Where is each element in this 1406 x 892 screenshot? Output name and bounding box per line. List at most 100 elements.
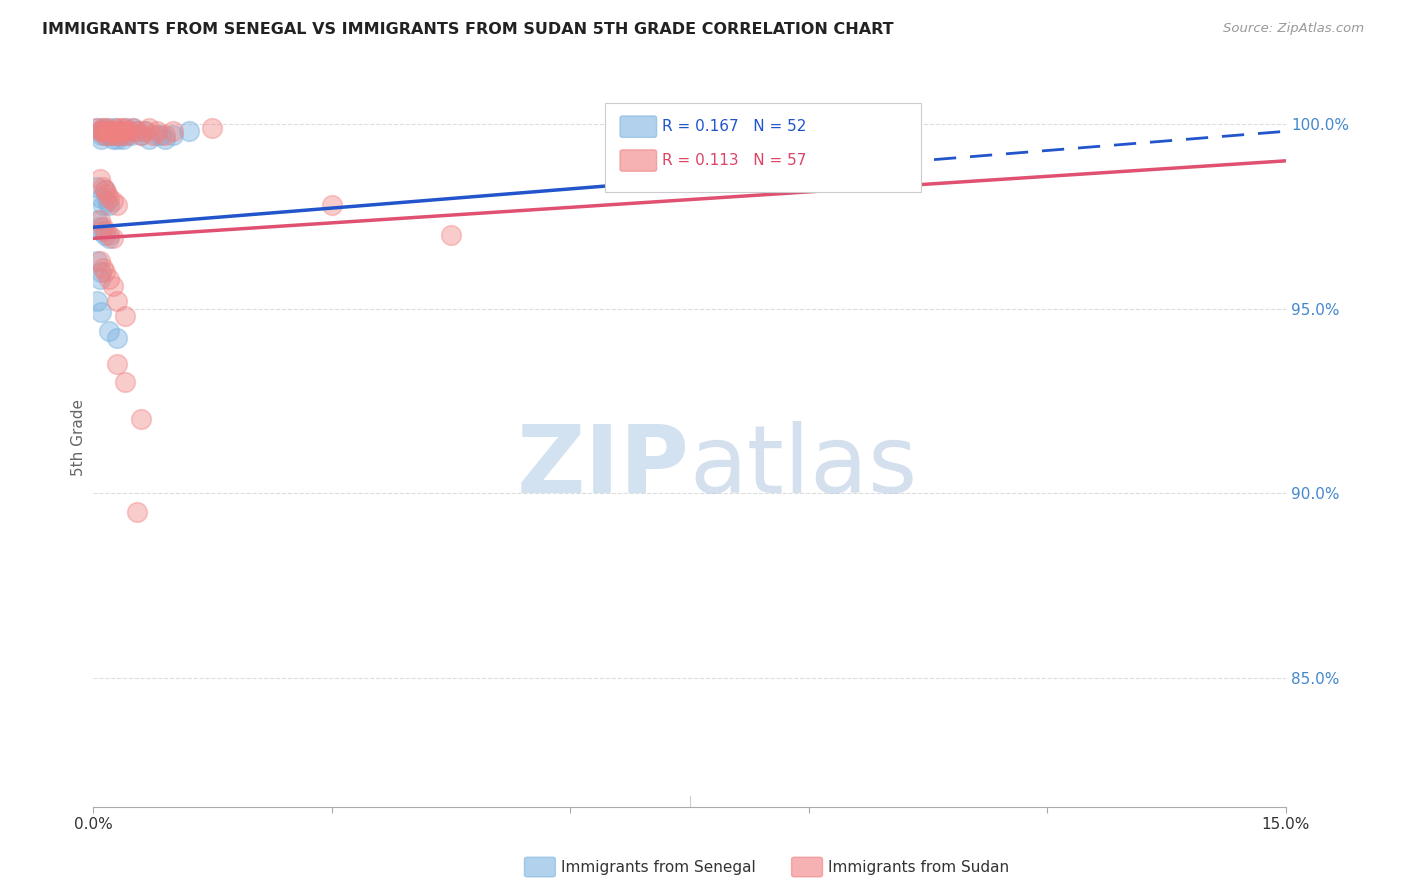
- Point: [138, 120, 160, 135]
- Point: [94, 124, 117, 138]
- Point: [129, 128, 152, 142]
- Point: [98, 272, 121, 286]
- Point: [101, 131, 124, 145]
- Point: [94, 224, 117, 238]
- Point: [149, 128, 172, 142]
- Point: [86, 120, 108, 135]
- Point: [90, 131, 112, 145]
- Point: [105, 128, 128, 142]
- Point: [89, 124, 111, 138]
- Point: [100, 124, 122, 138]
- Point: [142, 128, 165, 142]
- Point: [91, 198, 114, 212]
- Point: [153, 128, 176, 142]
- Point: [105, 124, 128, 138]
- Point: [110, 120, 132, 135]
- Text: Immigrants from Senegal: Immigrants from Senegal: [561, 860, 756, 874]
- Point: [129, 128, 152, 142]
- Point: [91, 260, 114, 275]
- Point: [86, 179, 108, 194]
- Point: [96, 124, 118, 138]
- Point: [112, 131, 135, 145]
- Point: [89, 172, 111, 186]
- Point: [107, 128, 129, 142]
- Point: [94, 128, 117, 142]
- Point: [129, 412, 152, 426]
- Point: [114, 309, 136, 323]
- Point: [101, 124, 124, 138]
- Point: [100, 124, 122, 138]
- Point: [98, 124, 121, 138]
- Point: [114, 120, 136, 135]
- Point: [110, 124, 132, 138]
- Point: [89, 253, 111, 268]
- Point: [118, 124, 141, 138]
- Point: [114, 124, 136, 138]
- Point: [91, 179, 114, 194]
- Point: [125, 124, 148, 138]
- Point: [112, 124, 135, 138]
- Point: [96, 120, 118, 135]
- Y-axis label: 5th Grade: 5th Grade: [72, 400, 86, 476]
- Point: [91, 120, 114, 135]
- Point: [89, 124, 111, 138]
- Point: [105, 294, 128, 309]
- Point: [98, 128, 121, 142]
- Point: [98, 198, 121, 212]
- Point: [201, 120, 224, 135]
- Point: [89, 272, 111, 286]
- Point: [89, 220, 111, 235]
- Point: [138, 131, 160, 145]
- Point: [146, 124, 169, 138]
- Point: [101, 194, 124, 209]
- Point: [122, 120, 145, 135]
- Point: [105, 120, 128, 135]
- Point: [105, 198, 128, 212]
- Text: IMMIGRANTS FROM SENEGAL VS IMMIGRANTS FROM SUDAN 5TH GRADE CORRELATION CHART: IMMIGRANTS FROM SENEGAL VS IMMIGRANTS FR…: [42, 22, 894, 37]
- Point: [90, 128, 112, 142]
- Point: [125, 505, 148, 519]
- Point: [94, 183, 117, 197]
- Point: [134, 124, 156, 138]
- Point: [120, 128, 142, 142]
- Point: [162, 128, 184, 142]
- Point: [98, 227, 121, 242]
- Point: [90, 191, 112, 205]
- Point: [107, 124, 129, 138]
- Point: [90, 264, 112, 278]
- Point: [110, 128, 132, 142]
- Point: [86, 253, 108, 268]
- Point: [91, 220, 114, 235]
- Point: [98, 324, 121, 338]
- Point: [115, 128, 138, 142]
- Point: [134, 124, 156, 138]
- Point: [94, 124, 117, 138]
- Point: [101, 231, 124, 245]
- Point: [110, 128, 132, 142]
- Point: [118, 124, 141, 138]
- Point: [94, 227, 117, 242]
- Point: [90, 124, 112, 138]
- Point: [94, 264, 117, 278]
- Point: [104, 128, 127, 142]
- Text: R = 0.113   N = 57: R = 0.113 N = 57: [662, 153, 807, 168]
- Point: [177, 124, 200, 138]
- Point: [101, 128, 124, 142]
- Point: [98, 231, 121, 245]
- Point: [122, 120, 145, 135]
- Point: [90, 224, 112, 238]
- Point: [90, 305, 112, 319]
- Point: [94, 128, 117, 142]
- Point: [96, 187, 118, 202]
- Point: [162, 124, 184, 138]
- Point: [146, 128, 169, 142]
- Text: R = 0.167   N = 52: R = 0.167 N = 52: [662, 120, 807, 134]
- Point: [86, 294, 108, 309]
- Text: ZIP: ZIP: [516, 421, 689, 513]
- Point: [125, 124, 148, 138]
- Point: [105, 357, 128, 371]
- Point: [153, 131, 176, 145]
- Text: atlas: atlas: [689, 421, 918, 513]
- Point: [91, 120, 114, 135]
- Point: [96, 194, 118, 209]
